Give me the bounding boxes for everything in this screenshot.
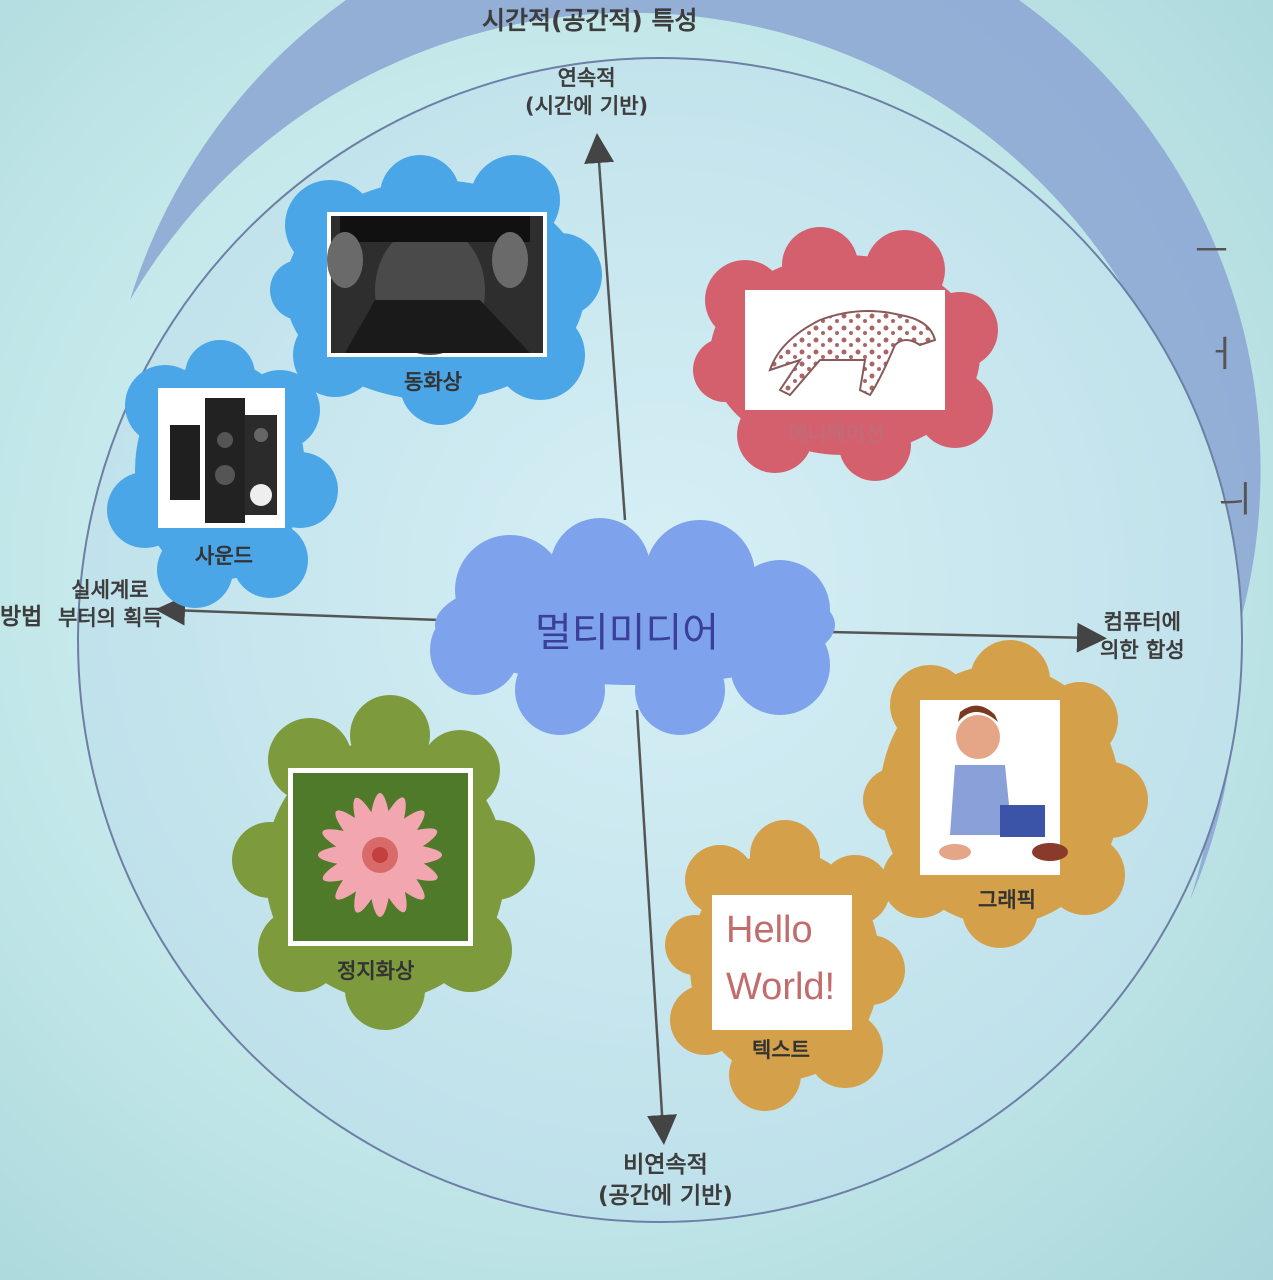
axis-label-bottom-line2: (공간에 기반) <box>598 1183 733 1210</box>
world-line: World! <box>726 966 836 1008</box>
center-label: 멀티미디어 <box>535 610 719 656</box>
diagram-title: 시간적(공간적) 특성 <box>482 6 698 35</box>
caption-animation: 애니메이션 <box>788 422 885 446</box>
axis-label-bottom-line1: 비연속적 <box>623 1152 708 1178</box>
axis-label-left: 실세계로 부터의 획득 <box>58 576 162 633</box>
center-cloud <box>430 518 835 735</box>
axis-label-top-line2: (시간에 기반) <box>525 94 649 119</box>
edge-char-1: ㅡ <box>1195 231 1229 272</box>
speaker-icon <box>158 388 285 528</box>
cheetah-animation-icon <box>745 290 945 410</box>
axis-label-right-line2: 의한 합성 <box>1100 638 1185 663</box>
caption-graphic: 그래픽 <box>978 888 1036 912</box>
left-edge-label: 방법 <box>0 604 43 630</box>
axis-vertical-up <box>584 133 627 521</box>
axis-label-bottom: 비연속적 (공간에 기반) <box>598 1150 733 1212</box>
caption-text: 텍스트 <box>752 1038 810 1062</box>
video-photo-icon <box>327 212 547 357</box>
axis-label-right-line1: 컴퓨터에 <box>1103 610 1181 634</box>
caption-video: 동화상 <box>404 370 462 394</box>
axis-horizontal-right <box>829 622 1107 653</box>
edge-char-3: ㅢ <box>1218 479 1252 520</box>
flower-photo-icon <box>288 768 473 946</box>
axis-label-left-line2: 부터의 획득 <box>58 606 162 631</box>
axis-vertical-down <box>635 709 678 1145</box>
edge-char-2: ㅓ <box>1205 334 1239 375</box>
axis-label-left-line1: 실세계로 <box>71 578 149 602</box>
text-icon <box>712 895 852 1030</box>
axis-label-right: 컴퓨터에 의한 합성 <box>1100 608 1185 665</box>
axis-label-top: 연속적 (시간에 기반) <box>525 64 648 121</box>
caption-sound: 사운드 <box>195 544 253 568</box>
cartoon-man-icon <box>920 700 1068 875</box>
axis-horizontal-left <box>155 595 441 626</box>
hello-world-text: Hello World! <box>726 902 835 1016</box>
hello-line: Hello <box>726 909 813 951</box>
caption-still-image: 정지화상 <box>337 959 415 983</box>
axis-label-top-line1: 연속적 <box>557 66 616 90</box>
